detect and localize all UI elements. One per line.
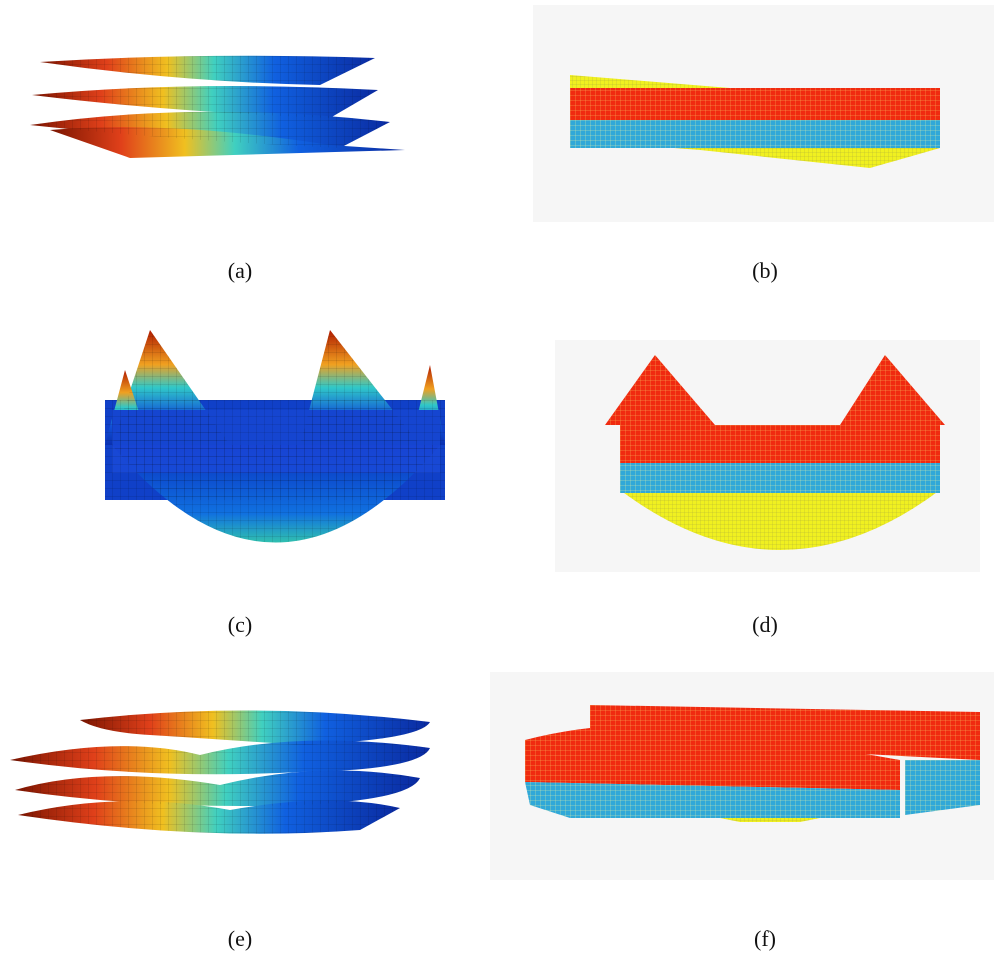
caption: (a) (228, 258, 252, 283)
caption: (f) (754, 926, 776, 951)
caption: (d) (752, 612, 778, 637)
panel-a-image (30, 56, 405, 158)
caption: (e) (228, 926, 252, 951)
caption: (b) (752, 258, 778, 283)
panel-f-image (490, 672, 994, 880)
panel-d-image (555, 340, 980, 572)
panel-c-image (105, 330, 445, 543)
figure: (a) (b) (c) (d) (e) (f) (0, 0, 994, 966)
caption: (c) (228, 612, 252, 637)
panel-b-image (533, 5, 994, 222)
panel-e-image (10, 710, 430, 833)
